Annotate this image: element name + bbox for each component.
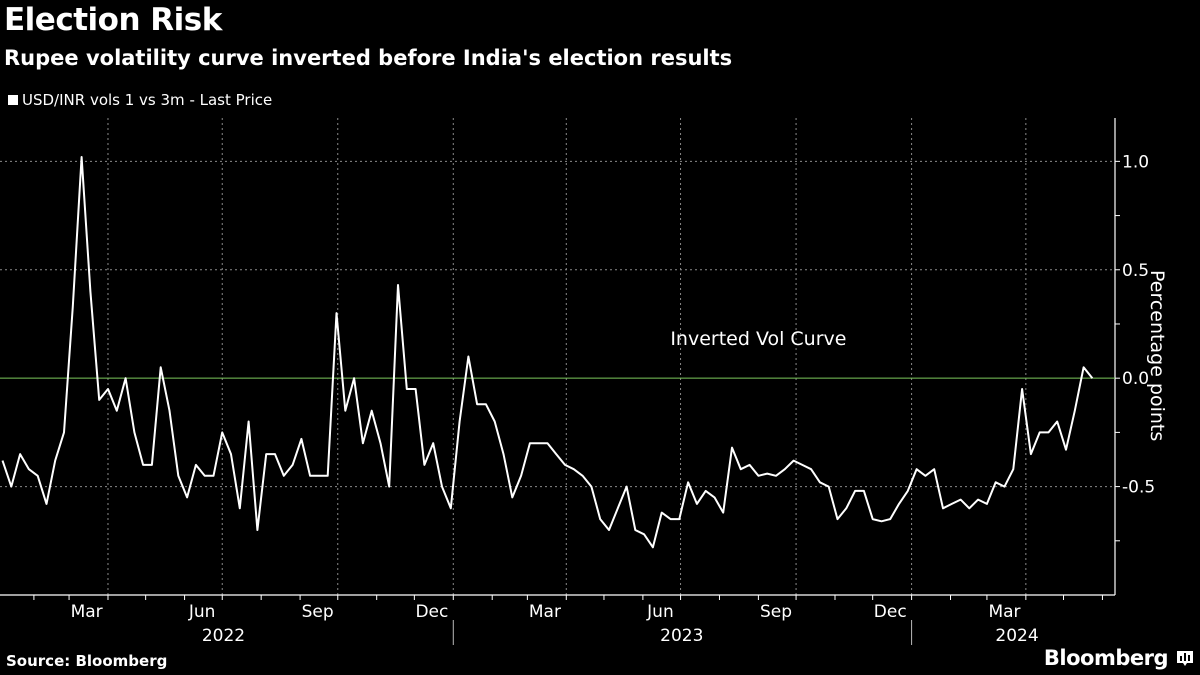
y-tick-label: 1.0 bbox=[1122, 152, 1149, 172]
bloomberg-logo: Bloomberg bbox=[1043, 646, 1169, 670]
annotation-inverted-vol-curve: Inverted Vol Curve bbox=[670, 328, 846, 350]
chart-subtitle: Rupee volatility curve inverted before I… bbox=[4, 46, 733, 70]
x-month-label: Mar bbox=[988, 602, 1020, 622]
y-tick-label: -0.5 bbox=[1122, 478, 1155, 498]
x-month-label: Mar bbox=[71, 602, 103, 622]
x-month-label: Dec bbox=[874, 602, 907, 622]
legend-label: USD/INR vols 1 vs 3m - Last Price bbox=[22, 91, 273, 109]
bloomberg-chart-icon bbox=[1177, 651, 1193, 666]
x-year-label: 2022 bbox=[202, 626, 245, 646]
y-tick-label: 0.5 bbox=[1122, 261, 1149, 281]
x-year-label: 2024 bbox=[995, 626, 1038, 646]
x-month-label: Sep bbox=[760, 602, 792, 622]
x-month-label: Mar bbox=[529, 602, 561, 622]
y-axis-label: Percentage points bbox=[1146, 270, 1168, 442]
legend-square-icon bbox=[8, 95, 18, 105]
legend: USD/INR vols 1 vs 3m - Last Price bbox=[8, 91, 272, 109]
x-month-label: Sep bbox=[302, 602, 334, 622]
y-tick-label: 0.0 bbox=[1122, 369, 1149, 389]
x-month-label: Jun bbox=[646, 602, 674, 622]
x-month-label: Jun bbox=[188, 602, 216, 622]
x-month-label: Dec bbox=[415, 602, 448, 622]
source-note: Source: Bloomberg bbox=[6, 652, 168, 670]
x-year-label: 2023 bbox=[660, 626, 703, 646]
series-line-usd-inr-vols bbox=[1, 156, 1094, 549]
chart-title: Election Risk bbox=[4, 2, 222, 38]
